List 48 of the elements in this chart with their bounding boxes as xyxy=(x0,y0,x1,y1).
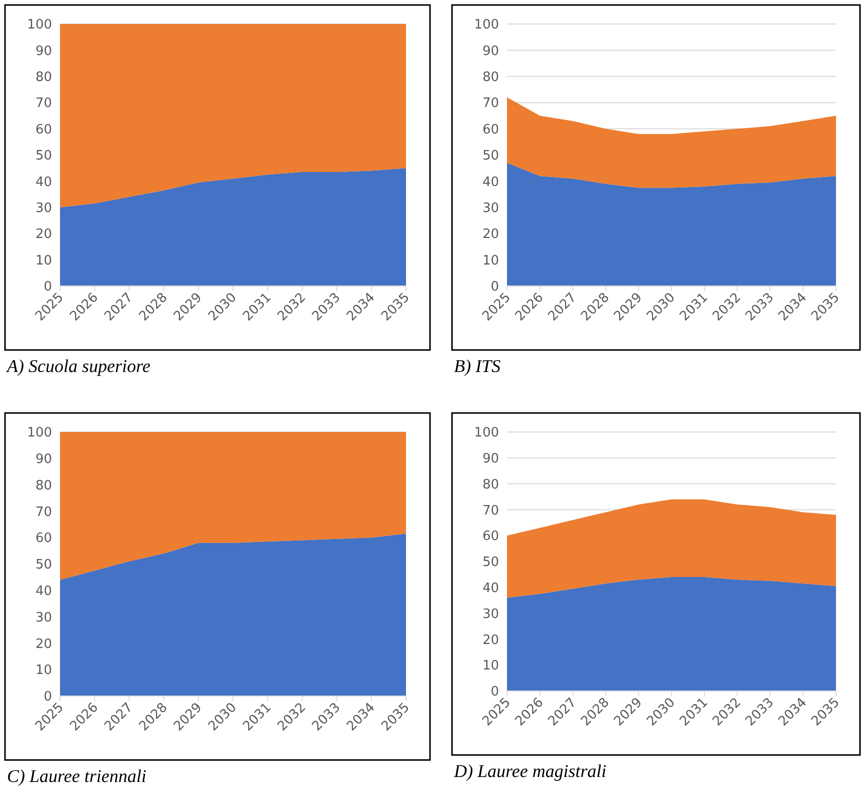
y-tick-label: 100 xyxy=(474,426,499,441)
y-tick-label: 90 xyxy=(35,452,52,467)
y-tick-label: 0 xyxy=(490,684,499,700)
y-tick-label: 70 xyxy=(35,504,52,520)
y-tick-label: 90 xyxy=(482,451,499,466)
y-tick-label: 40 xyxy=(35,174,52,190)
y-tick-label: 10 xyxy=(482,253,499,268)
y-tick-label: 90 xyxy=(35,44,52,59)
y-tick-label: 40 xyxy=(482,580,499,596)
y-tick-label: 10 xyxy=(35,253,52,268)
y-tick-label: 0 xyxy=(44,280,52,295)
y-tick-label: 10 xyxy=(35,663,52,678)
y-tick-label: 40 xyxy=(35,584,52,599)
y-tick-label: 0 xyxy=(490,280,499,295)
y-tick-label: 20 xyxy=(35,636,52,652)
y-tick-label: 80 xyxy=(482,70,499,85)
y-tick-label: 20 xyxy=(35,227,52,242)
y-tick-label: 30 xyxy=(35,200,52,216)
y-tick-label: 20 xyxy=(482,632,499,648)
y-tick-label: 100 xyxy=(474,18,499,33)
y-tick-label: 30 xyxy=(482,200,499,216)
y-tick-label: 90 xyxy=(482,44,499,59)
y-tick-label: 30 xyxy=(482,606,499,622)
y-tick-label: 40 xyxy=(482,174,499,190)
y-tick-label: 60 xyxy=(35,531,52,546)
text: B) ITS xyxy=(454,356,500,376)
y-tick-label: 100 xyxy=(27,18,52,33)
y-tick-label: 50 xyxy=(35,148,52,164)
y-tick-label: 10 xyxy=(482,658,499,674)
y-tick-label: 60 xyxy=(35,122,52,138)
y-tick-label: 70 xyxy=(482,96,499,112)
text: A) Scuola superiore xyxy=(6,356,150,376)
y-tick-label: 80 xyxy=(35,478,52,494)
y-tick-label: 30 xyxy=(35,610,52,626)
y-tick-label: 60 xyxy=(482,122,499,138)
y-tick-label: 20 xyxy=(482,227,499,242)
y-tick-label: 80 xyxy=(482,477,499,492)
y-tick-label: 50 xyxy=(35,558,52,573)
y-tick-label: 100 xyxy=(27,426,52,441)
y-tick-label: 0 xyxy=(44,690,52,705)
y-tick-label: 60 xyxy=(482,529,499,544)
y-tick-label: 70 xyxy=(482,503,499,518)
text: D) Lauree magistrali xyxy=(453,761,606,781)
y-tick-label: 50 xyxy=(482,148,499,164)
y-tick-label: 80 xyxy=(35,70,52,85)
y-tick-label: 50 xyxy=(482,555,499,570)
text: C) Lauree triennali xyxy=(7,766,146,786)
y-tick-label: 70 xyxy=(35,96,52,112)
